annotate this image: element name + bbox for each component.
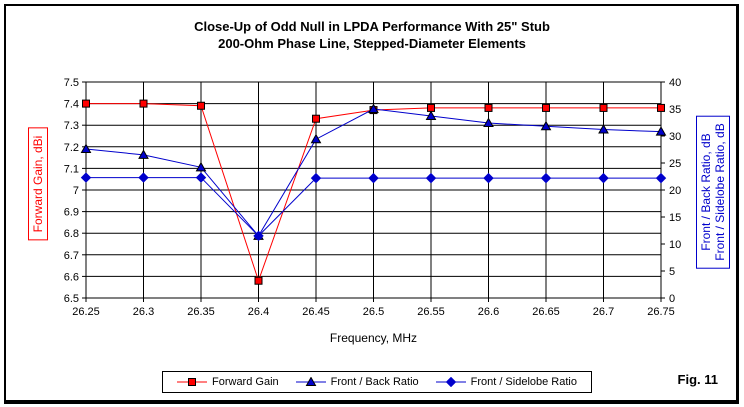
marker-diamond-front-sidelobe-ratio: [540, 172, 552, 184]
x-axis-title: Frequency, MHz: [329, 331, 418, 345]
marker-triangle-front-back-ratio: [540, 120, 552, 131]
legend-label-front-sidelobe-ratio: Front / Sidelobe Ratio: [470, 376, 577, 388]
marker-square-forward-gain: [427, 103, 435, 112]
marker-triangle-front-back-ratio: [655, 126, 667, 136]
legend: Forward Gain Front / Back Ratio Front / …: [162, 371, 592, 393]
y-left-tick-label: 7: [73, 185, 79, 197]
marker-square-forward-gain: [82, 99, 90, 108]
marker-triangle-front-back-ratio: [598, 124, 609, 134]
y-left-tick-label: 6.6: [64, 271, 79, 283]
marker-triangle-front-back-ratio: [425, 110, 437, 121]
legend-marker-triangle-icon: [295, 377, 326, 386]
marker-triangle-front-back-ratio: [483, 117, 494, 128]
y-right-axis-title: Front / Back Ratio, dB Front / Sidelobe …: [696, 115, 730, 269]
y-right-tick-label: 5: [669, 266, 675, 278]
marker-square-forward-gain: [484, 103, 493, 112]
x-tick-label: 26.75: [647, 306, 675, 318]
marker-square-forward-gain: [312, 114, 320, 123]
marker-triangle-front-back-ratio: [310, 133, 322, 144]
y-left-tick-label: 7.4: [64, 99, 79, 111]
y-left-axis-title: Forward Gain, dBi: [28, 127, 48, 241]
marker-triangle-front-back-ratio: [195, 161, 207, 172]
marker-diamond-front-sidelobe-ratio: [253, 230, 264, 242]
marker-diamond-front-sidelobe-ratio: [425, 172, 437, 184]
legend-marker-diamond-icon: [435, 377, 466, 387]
marker-diamond-front-sidelobe-ratio: [195, 172, 207, 183]
marker-triangle-front-back-ratio: [80, 143, 92, 153]
legend-item-front-sidelobe-ratio: Front / Sidelobe Ratio: [435, 376, 577, 388]
y-right-tick-label: 35: [669, 104, 681, 116]
legend-label-front-back-ratio: Front / Back Ratio: [330, 376, 419, 388]
chart-title: Close-Up of Odd Null in LPDA Performance…: [0, 18, 744, 52]
marker-diamond-front-sidelobe-ratio: [138, 172, 149, 183]
y-right-tick-label: 20: [669, 185, 681, 197]
x-tick-label: 26.6: [478, 306, 499, 318]
y-right-axis-title-line1: Front / Back Ratio, dB: [699, 133, 713, 251]
y-left-tick-label: 6.7: [64, 250, 79, 262]
legend-item-front-back-ratio: Front / Back Ratio: [295, 376, 419, 388]
marker-diamond-front-sidelobe-ratio: [483, 172, 494, 184]
y-right-tick-label: 0: [669, 293, 675, 305]
legend-item-forward-gain: Forward Gain: [177, 376, 279, 388]
marker-square-forward-gain: [254, 276, 263, 285]
marker-diamond-front-sidelobe-ratio: [598, 172, 609, 184]
chart-title-line1: Close-Up of Odd Null in LPDA Performance…: [194, 19, 550, 34]
y-right-tick-label: 25: [669, 158, 681, 170]
y-left-tick-label: 7.2: [64, 142, 79, 154]
marker-triangle-front-back-ratio: [368, 103, 379, 113]
marker-diamond-front-sidelobe-ratio: [368, 172, 379, 184]
marker-diamond-front-sidelobe-ratio: [80, 172, 92, 183]
marker-square-forward-gain: [197, 101, 205, 110]
marker-square-forward-gain: [657, 103, 665, 112]
x-tick-label: 26.5: [363, 306, 384, 318]
x-tick-label: 26.25: [72, 306, 100, 318]
y-left-tick-label: 6.8: [64, 228, 79, 240]
x-tick-label: 26.35: [187, 306, 215, 318]
x-tick-label: 26.65: [532, 306, 560, 318]
x-tick-label: 26.7: [593, 306, 614, 318]
y-right-tick-label: 10: [669, 239, 681, 251]
y-left-tick-label: 7.3: [64, 120, 79, 132]
x-tick-label: 26.45: [302, 306, 330, 318]
y-left-tick-label: 6.9: [64, 207, 79, 219]
legend-marker-square-icon: [177, 378, 207, 386]
figure-number-label: Fig. 11: [677, 372, 718, 387]
y-left-tick-label: 7.5: [64, 77, 79, 89]
x-tick-label: 26.4: [248, 306, 269, 318]
figure-border: [4, 4, 739, 404]
x-tick-label: 26.55: [417, 306, 445, 318]
y-right-tick-label: 40: [669, 77, 681, 89]
marker-square-forward-gain: [599, 103, 608, 112]
marker-square-forward-gain: [139, 99, 148, 108]
y-left-tick-label: 7.1: [64, 163, 79, 175]
chart-title-line2: 200-Ohm Phase Line, Stepped-Diameter Ele…: [218, 36, 526, 51]
marker-diamond-front-sidelobe-ratio: [655, 172, 667, 184]
y-left-tick-label: 6.5: [64, 293, 79, 305]
y-right-axis-title-line2: Front / Sidelobe Ratio, dB: [713, 123, 727, 261]
marker-square-forward-gain: [542, 103, 550, 112]
y-right-tick-label: 15: [669, 212, 681, 224]
marker-triangle-front-back-ratio: [138, 149, 149, 159]
x-tick-label: 26.3: [133, 306, 154, 318]
marker-diamond-front-sidelobe-ratio: [310, 172, 322, 184]
legend-label-forward-gain: Forward Gain: [212, 376, 279, 388]
y-right-tick-label: 30: [669, 131, 681, 143]
y-left-axis-title-text: Forward Gain, dBi: [31, 135, 45, 233]
